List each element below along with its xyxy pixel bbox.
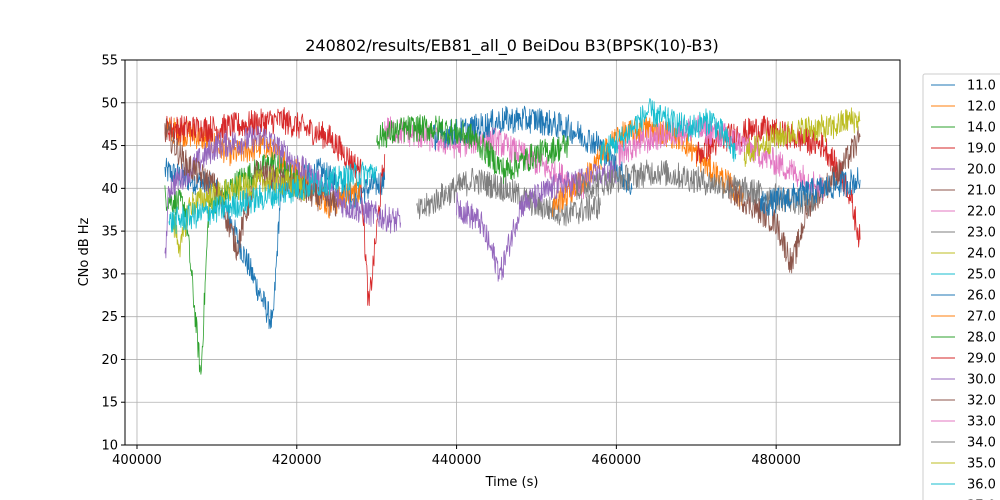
legend-label: 11.0 bbox=[967, 79, 996, 94]
legend-label: 19.0 bbox=[967, 142, 996, 157]
series-line-33.0 bbox=[616, 115, 825, 201]
chart-title: 240802/results/EB81_all_0 BeiDou B3(BPSK… bbox=[305, 36, 719, 56]
legend-label: 33.0 bbox=[967, 415, 996, 430]
series-line-32.0 bbox=[727, 126, 861, 274]
legend-label: 28.0 bbox=[967, 331, 996, 346]
y-tick-label: 40 bbox=[101, 182, 118, 197]
series-line-37.0 bbox=[759, 167, 861, 217]
y-tick-label: 10 bbox=[101, 439, 118, 454]
legend-label: 14.0 bbox=[967, 121, 996, 136]
legend-label: 35.0 bbox=[967, 457, 996, 472]
legend-label: 25.0 bbox=[967, 268, 996, 283]
x-tick-label: 400000 bbox=[112, 453, 162, 468]
series-line-20.0 bbox=[164, 125, 401, 259]
legend-label: 20.0 bbox=[967, 163, 996, 178]
y-tick-label: 55 bbox=[101, 54, 118, 69]
x-tick-label: 420000 bbox=[272, 453, 322, 468]
y-tick-label: 15 bbox=[101, 396, 118, 411]
legend-label: 23.0 bbox=[967, 226, 996, 241]
legend-label: 32.0 bbox=[967, 394, 996, 409]
plot-frame bbox=[124, 59, 901, 446]
legend-label: 24.0 bbox=[967, 247, 996, 262]
series-line-25.0 bbox=[168, 161, 378, 234]
y-tick-label: 30 bbox=[101, 267, 118, 282]
legend-label: 12.0 bbox=[967, 100, 996, 115]
series-line-14.0 bbox=[164, 152, 306, 375]
x-tick-label: 480000 bbox=[751, 453, 801, 468]
legend-label: 22.0 bbox=[967, 205, 996, 220]
y-axis-label: CNo dB Hz bbox=[77, 217, 92, 286]
y-tick-label: 20 bbox=[101, 353, 118, 368]
legend-label: 27.0 bbox=[967, 310, 996, 325]
legend-label: 37.0 bbox=[967, 499, 996, 500]
series-line-36.0 bbox=[600, 98, 737, 166]
legend-label: 36.0 bbox=[967, 478, 996, 493]
y-tick-label: 50 bbox=[101, 96, 118, 111]
legend: 11.0 12.0 14.0 19.0 20.0 21.0 22.0 23.0 24.0 25.0… bbox=[922, 73, 1000, 500]
legend-frame bbox=[922, 73, 1000, 500]
series-line-35.0 bbox=[743, 107, 861, 167]
x-axis: 400000 420000 440000 460000 480000 bbox=[112, 445, 801, 468]
x-tick-label: 460000 bbox=[592, 453, 642, 468]
y-tick-label: 45 bbox=[101, 139, 118, 154]
x-axis-label: Time (s) bbox=[485, 475, 539, 490]
series-line-19.0 bbox=[164, 107, 386, 306]
legend-label: 30.0 bbox=[967, 373, 996, 388]
legend-label: 34.0 bbox=[967, 436, 996, 451]
legend-label: 26.0 bbox=[967, 289, 996, 304]
y-axis: 10 15 20 25 30 35 40 45 50 55 bbox=[101, 54, 125, 454]
series-line-30.0 bbox=[456, 159, 617, 282]
series-line-28.0 bbox=[376, 114, 569, 184]
legend-label: 21.0 bbox=[967, 184, 996, 199]
y-tick-label: 25 bbox=[101, 310, 118, 325]
x-tick-label: 440000 bbox=[432, 453, 482, 468]
y-tick-label: 35 bbox=[101, 225, 118, 240]
legend-label: 29.0 bbox=[967, 352, 996, 367]
series-group bbox=[164, 98, 861, 375]
series-line-23.0 bbox=[416, 167, 601, 227]
series-line-24.0 bbox=[172, 166, 306, 258]
